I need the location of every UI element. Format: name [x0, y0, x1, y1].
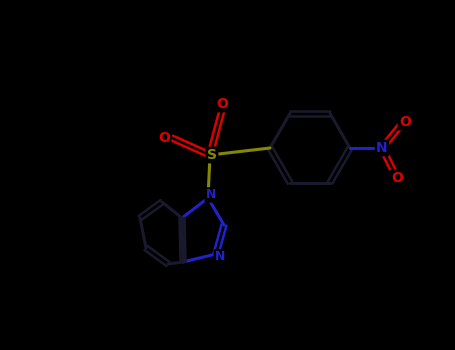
- Text: N: N: [215, 251, 225, 264]
- Text: N: N: [376, 141, 388, 155]
- Text: O: O: [216, 97, 228, 111]
- Text: O: O: [399, 115, 411, 129]
- Text: O: O: [391, 171, 403, 185]
- Text: O: O: [158, 131, 170, 145]
- Text: S: S: [207, 148, 217, 162]
- Text: N: N: [206, 189, 216, 202]
